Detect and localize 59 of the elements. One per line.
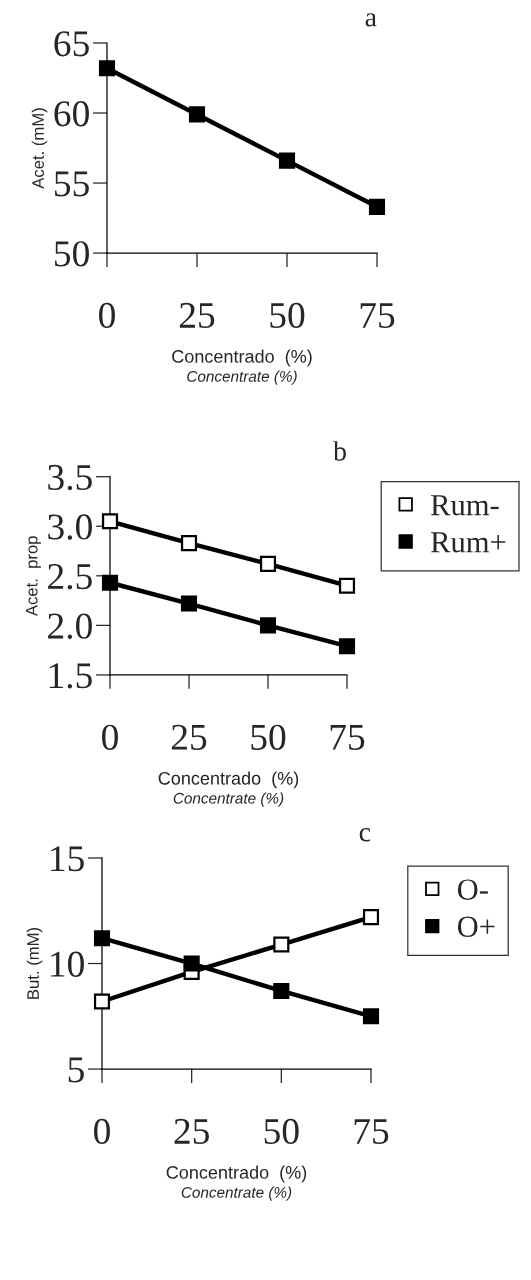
point (273, 982, 290, 1000)
x-tick-label: 0 (102, 724, 118, 750)
point (278, 152, 296, 169)
point (338, 577, 356, 594)
point (338, 638, 356, 655)
legend-label: O- (457, 879, 488, 900)
x-axis-title: Concentrado (%) (166, 1165, 307, 1183)
point (188, 106, 206, 123)
x-tick-label: 0 (94, 1118, 110, 1145)
x-tick-label: 50 (264, 1118, 299, 1145)
x-tick-label: 0 (99, 302, 115, 329)
chart-title: a (365, 13, 377, 27)
x-tick-label: 75 (360, 303, 395, 329)
point (259, 617, 277, 634)
y-tick-label: 60 (54, 101, 89, 127)
y-tick-label: 65 (54, 31, 89, 57)
point (180, 595, 198, 612)
text: Concentrate (%) (181, 1186, 292, 1201)
y-axis-title: Acet. (mM) (31, 108, 48, 189)
x-tick-label: 75 (354, 1119, 389, 1145)
legend-label: Rum- (431, 495, 499, 516)
point (362, 1008, 380, 1025)
point (101, 574, 119, 591)
y-tick-label: 15 (51, 846, 84, 872)
y-tick-label: 1.5 (49, 663, 92, 689)
x-axis-title: Concentrado (%) (172, 349, 312, 367)
point (101, 513, 119, 530)
point (273, 936, 290, 953)
y-tick-label: 2.5 (48, 563, 92, 590)
x-tick-label: 50 (251, 724, 286, 750)
y-tick-label: 5 (68, 1057, 84, 1083)
y-tick-label: 50 (55, 241, 89, 267)
y-tick-label: 3.5 (48, 464, 92, 491)
legend-label: Rum+ (431, 532, 506, 553)
point (259, 555, 277, 572)
y-axis-title: Acet. prop (25, 536, 41, 617)
y-tick-label: 10 (51, 951, 84, 977)
point (362, 909, 380, 926)
x-tick-label: 25 (179, 302, 215, 329)
chart-title: b (333, 441, 346, 461)
y-tick-label: 3.0 (48, 514, 92, 540)
point (93, 993, 111, 1010)
x-axis-title: Concentrado (%) (158, 771, 299, 789)
text: Concentrate (%) (187, 370, 297, 385)
x-tick-label: 25 (174, 1118, 209, 1145)
point (183, 955, 200, 972)
text: Concentrate (%) (173, 792, 284, 807)
y-axis-title: But. (mM) (26, 927, 43, 999)
point (368, 198, 386, 215)
x-tick-label: 75 (330, 725, 365, 750)
y-tick-label: 55 (55, 171, 89, 197)
point (180, 535, 198, 552)
point (98, 60, 116, 77)
point (93, 930, 111, 947)
chart-title: c (359, 828, 371, 842)
x-tick-label: 25 (171, 724, 207, 750)
legend-label: O+ (457, 916, 495, 938)
y-tick-label: 2.0 (48, 613, 92, 639)
x-tick-label: 50 (270, 302, 305, 329)
